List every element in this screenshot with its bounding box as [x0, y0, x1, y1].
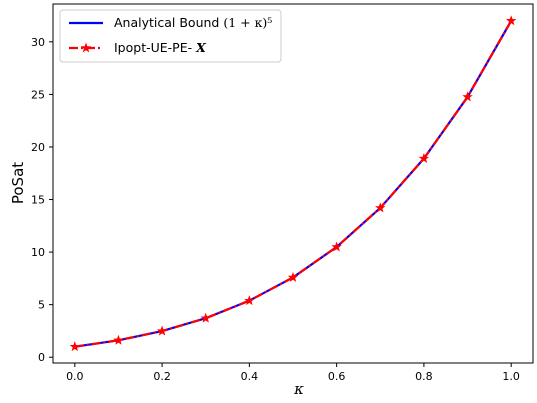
y-tick-label: 0: [38, 351, 45, 364]
x-tick-label: 0.4: [241, 370, 259, 383]
data-point-star: [156, 325, 168, 336]
legend-label-ipopt-math: X: [195, 40, 207, 55]
y-tick-label: 30: [31, 36, 45, 49]
x-axis-ticks: 0.0 0.2 0.4 0.6 0.8 1.0: [66, 363, 520, 383]
series-line-1: [74, 20, 513, 348]
y-tick-label: 10: [31, 246, 45, 259]
data-point-star: [331, 241, 342, 252]
data-point-star: [462, 91, 473, 102]
y-axis-label: PoSat: [9, 162, 27, 204]
legend-box: [59, 9, 282, 63]
y-tick-label: 5: [38, 299, 45, 312]
y-tick-label: 25: [31, 88, 45, 101]
x-tick-label: 0.0: [66, 370, 84, 383]
series-layer: [69, 15, 517, 352]
plot-area: [52, 3, 534, 364]
legend-marker-star: [80, 42, 92, 53]
y-tick-label: 20: [31, 141, 45, 154]
data-point-star: [200, 312, 211, 323]
x-tick-label: 1.0: [502, 370, 520, 383]
data-point-star: [375, 202, 386, 213]
data-point-star: [244, 295, 255, 306]
x-tick-label: 0.6: [328, 370, 346, 383]
y-axis-ticks: 0 5 10 15 20 25 30: [31, 36, 53, 364]
legend-label-analytical-math: (1 + κ)⁵: [223, 15, 272, 30]
y-tick-label: 15: [31, 194, 45, 207]
legend-label-analytical: Analytical Bound (1 + κ)⁵: [114, 15, 272, 30]
x-tick-label: 0.2: [153, 370, 171, 383]
x-axis-label: κ: [293, 380, 304, 398]
legend-label-ipopt-prefix: Ipopt-UE-PE-: [114, 40, 192, 55]
data-point-star: [113, 334, 124, 345]
data-point-star: [69, 341, 81, 352]
x-tick-label: 0.8: [415, 370, 433, 383]
legend-label-ipopt: Ipopt-UE-PE- X: [114, 40, 207, 55]
data-point-star: [418, 153, 430, 163]
legend-label-analytical-prefix: Analytical Bound: [114, 15, 223, 30]
data-point-star: [287, 271, 299, 282]
legend: Analytical Bound (1 + κ)⁵ Ipopt-UE-PE- X: [59, 9, 282, 63]
data-point-star: [505, 15, 517, 26]
